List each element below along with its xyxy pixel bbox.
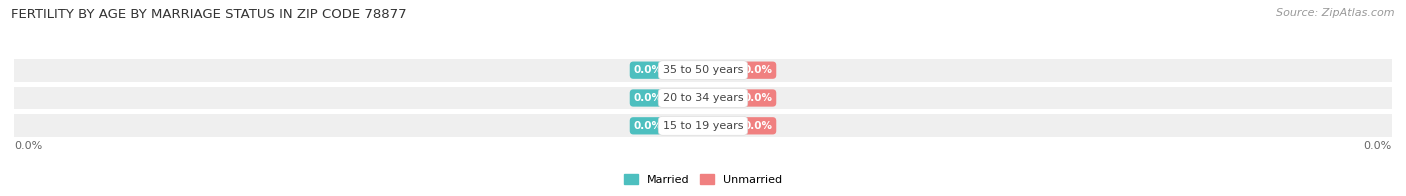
Bar [14,59,1392,82]
Bar [703,117,706,134]
Text: 0.0%: 0.0% [744,93,773,103]
Text: 0.0%: 0.0% [744,121,773,131]
Legend: Married, Unmarried: Married, Unmarried [620,169,786,189]
Text: 0.0%: 0.0% [633,93,662,103]
Text: 0.0%: 0.0% [1364,141,1392,151]
Bar [14,114,1392,137]
Text: 15 to 19 years: 15 to 19 years [662,121,744,131]
Text: 20 to 34 years: 20 to 34 years [662,93,744,103]
Bar [700,62,703,79]
Text: 0.0%: 0.0% [633,65,662,75]
Bar [700,117,703,134]
Bar [14,87,1392,109]
Bar [700,90,703,106]
Bar [703,62,706,79]
Text: 0.0%: 0.0% [14,141,42,151]
Text: 35 to 50 years: 35 to 50 years [662,65,744,75]
Text: FERTILITY BY AGE BY MARRIAGE STATUS IN ZIP CODE 78877: FERTILITY BY AGE BY MARRIAGE STATUS IN Z… [11,8,406,21]
Bar [703,90,706,106]
Text: Source: ZipAtlas.com: Source: ZipAtlas.com [1277,8,1395,18]
Text: 0.0%: 0.0% [744,65,773,75]
Text: 0.0%: 0.0% [633,121,662,131]
